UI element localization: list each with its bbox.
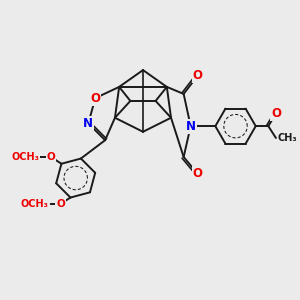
Text: OCH₃: OCH₃: [11, 152, 39, 162]
Text: O: O: [56, 199, 65, 209]
Text: N: N: [186, 120, 196, 133]
Text: O: O: [193, 69, 203, 82]
Text: CH₃: CH₃: [277, 133, 297, 143]
Text: N: N: [83, 117, 93, 130]
Text: O: O: [193, 167, 203, 180]
Text: O: O: [46, 152, 55, 162]
Text: O: O: [90, 92, 100, 105]
Text: O: O: [271, 107, 281, 120]
Text: OCH₃: OCH₃: [21, 199, 49, 209]
